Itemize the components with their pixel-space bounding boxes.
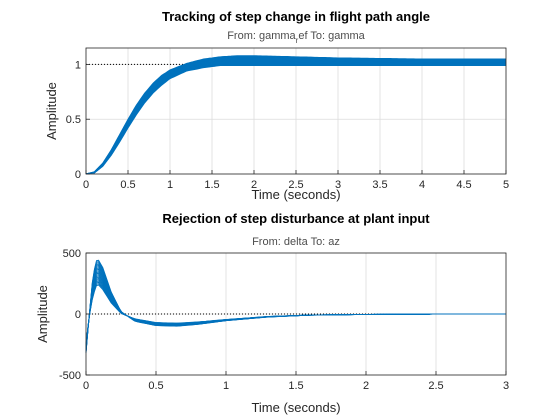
chart-tracking: Tracking of step change in flight path a… — [44, 9, 509, 202]
chart-title: Tracking of step change in flight path a… — [162, 9, 430, 24]
x-tick-label: 0.5 — [120, 179, 135, 191]
y-tick-label: 0 — [75, 169, 81, 181]
x-tick-label: 0.5 — [148, 380, 163, 392]
y-axis-label: Amplitude — [44, 82, 59, 140]
x-tick-label: 2.5 — [428, 380, 443, 392]
x-tick-label: 3 — [503, 380, 509, 392]
x-tick-label: 2.5 — [288, 179, 303, 191]
y-tick-label: -500 — [59, 370, 81, 382]
subtitle-suffix: ef To: gamma — [298, 30, 365, 42]
x-tick-label: 2 — [363, 380, 369, 392]
y-tick-label: 1 — [75, 59, 81, 71]
x-axis-label: Time (seconds) — [251, 187, 340, 202]
x-tick-label: 1 — [167, 179, 173, 191]
subtitle-subscript: r — [296, 36, 299, 45]
x-tick-label: 5 — [503, 179, 509, 191]
x-tick-label: 1 — [223, 380, 229, 392]
x-axis-label: Time (seconds) — [251, 400, 340, 415]
x-tick-label: 4.5 — [456, 179, 471, 191]
response-line — [85, 284, 506, 345]
x-tick-label: 0 — [83, 179, 89, 191]
x-ticks: 0 0.5 1 1.5 2 2.5 3 — [83, 371, 509, 392]
x-tick-label: 1.5 — [204, 179, 219, 191]
y-tick-label: 500 — [63, 248, 81, 260]
y-ticks: -500 0 500 — [59, 248, 90, 382]
x-tick-label: 2 — [251, 179, 257, 191]
chart-subtitle: From: gammaref To: gamma — [227, 30, 365, 45]
x-tick-label: 1.5 — [288, 380, 303, 392]
y-tick-label: 0.5 — [66, 114, 81, 126]
x-tick-label: 3.5 — [372, 179, 387, 191]
y-ticks: 00.51 — [66, 59, 90, 181]
chart-title: Rejection of step disturbance at plant i… — [162, 211, 430, 226]
x-tick-label: 0 — [83, 380, 89, 392]
x-ticks: 0 0.5 1 1.5 2 2.5 3 3.5 4 4.5 5 — [83, 170, 509, 191]
x-tick-label: 4 — [419, 179, 425, 191]
response-lines — [85, 259, 506, 354]
response-lines — [85, 55, 506, 175]
x-tick-label: 3 — [335, 179, 341, 191]
y-tick-label: 0 — [75, 309, 81, 321]
chart-subtitle: From: delta To: az — [252, 236, 340, 248]
subtitle-prefix: From: gamma — [227, 30, 296, 42]
chart-rejection: Rejection of step disturbance at plant i… — [35, 211, 509, 415]
y-axis-label: Amplitude — [35, 285, 50, 343]
response-line — [85, 65, 506, 175]
